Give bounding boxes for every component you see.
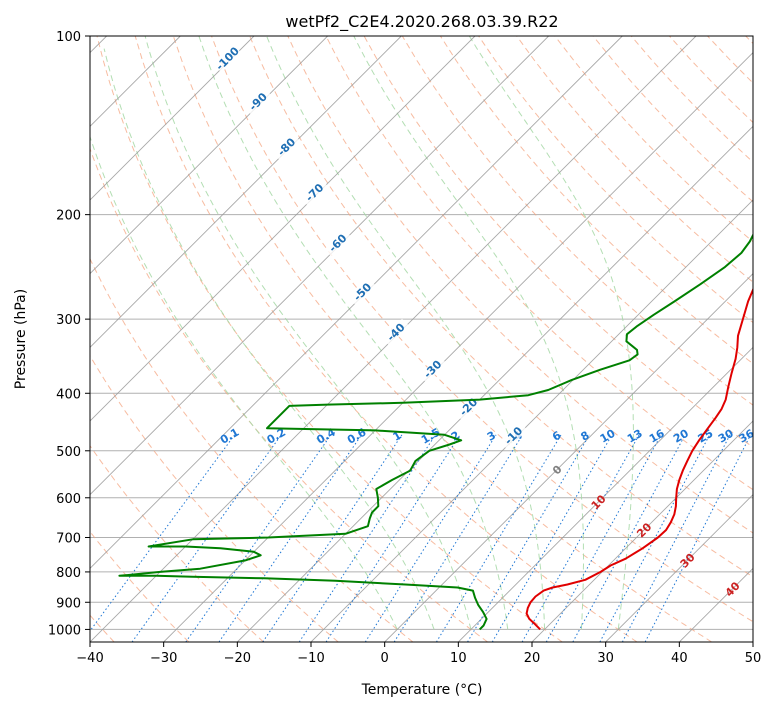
dry-adiabat-label-background [419, 355, 447, 384]
x-tick-label: 30 [597, 651, 614, 666]
dry-adiabat-label-background [300, 178, 329, 207]
isotherm-line [90, 36, 255, 201]
mixing-ratio-line [90, 434, 236, 632]
y-tick-label: 500 [56, 445, 81, 460]
x-tick-label: 40 [671, 651, 688, 666]
dry-adiabat-line [516, 36, 753, 283]
isotherm-line [384, 273, 753, 642]
dry-adiabat-label-background [244, 88, 273, 116]
mixing-ratio-line [545, 434, 662, 642]
mixing-ratio-line [467, 434, 590, 642]
x-tick-label: −10 [297, 651, 324, 666]
isotherm-line [310, 199, 753, 642]
isotherm-line [90, 36, 476, 422]
mixing-ratio-line [262, 434, 403, 642]
y-tick-label: 900 [56, 596, 81, 611]
dry-adiabat-label-background [324, 229, 352, 258]
dry-adiabat-line [287, 36, 753, 534]
dry-adiabat-label-background [499, 422, 528, 450]
mixing-ratio-line [393, 434, 523, 642]
x-tick-label: 10 [450, 651, 467, 666]
dry-adiabat-line [96, 36, 563, 642]
mixing-ratio-line [621, 434, 731, 642]
mixing-ratio-label-group: 36 [737, 427, 757, 446]
mixing-ratio-line [435, 434, 562, 642]
y-tick-label: 700 [56, 532, 81, 547]
x-tick-label: −30 [150, 651, 177, 666]
temperature-profile-line [525, 287, 753, 631]
mixing-ratio-line [644, 434, 752, 642]
dry-adiabat-label-background [382, 318, 410, 347]
y-tick-label: 400 [56, 387, 81, 402]
x-tick-label: 50 [745, 651, 762, 666]
dry-adiabat-line [90, 354, 339, 642]
dry-adiabat-line [325, 36, 753, 491]
moist-adiabat-line [90, 135, 398, 630]
dry-adiabat-line [90, 444, 264, 642]
isotherm-line [531, 420, 753, 642]
x-tick-label: −40 [76, 651, 103, 666]
y-tick-label: 200 [56, 209, 81, 224]
y-tick-label: 100 [56, 30, 81, 45]
isotherm-line [605, 494, 753, 642]
moist-adiabat-line [266, 36, 546, 630]
x-tick-label: 0 [381, 651, 389, 666]
dry-adiabat-line [90, 257, 414, 642]
mixing-ratio-label: 36 [737, 427, 757, 446]
mixing-ratio-line [364, 434, 497, 642]
isotherm-line [237, 125, 753, 642]
isotherm-line [90, 36, 328, 275]
chart-title: wetPf2_C2E4.2020.268.03.39.R22 [285, 12, 558, 32]
moist-adiabat-line [103, 48, 435, 630]
y-tick-label: 600 [56, 492, 81, 507]
y-tick-label: 800 [56, 566, 81, 581]
moist-adiabat-line [198, 36, 509, 630]
mixing-ratio-line [572, 434, 686, 642]
moist-adiabat-line [353, 36, 584, 630]
isotherm-line [90, 36, 549, 496]
isotherm-line [458, 346, 753, 642]
x-axis-label: Temperature (°C) [361, 682, 483, 698]
dry-adiabat-line [249, 36, 753, 578]
dry-adiabat-line [172, 36, 712, 642]
mixing-ratio-line [131, 434, 282, 642]
dry-adiabat-label-background [272, 133, 301, 161]
mixing-ratio-line [298, 434, 436, 642]
y-tick-label: 1000 [48, 623, 81, 638]
dry-adiabat-label-background [348, 278, 377, 306]
dry-adiabat-line [134, 36, 638, 642]
dewpoint-profile-line [118, 233, 753, 631]
isotherm-line [90, 36, 402, 348]
x-tick-label: 20 [524, 651, 541, 666]
y-axis-label: Pressure (hPa) [13, 289, 29, 389]
isotherm-line [163, 52, 753, 642]
axes: −40 −30 −20 −10 0 10 20 30 40 50 100 200 300 400 500 60… [48, 30, 761, 666]
dry-adiabat-label-background [213, 45, 242, 73]
x-tick-label: −20 [224, 651, 251, 666]
dry-adiabat-line [211, 36, 753, 623]
isotherm-line [90, 36, 623, 569]
mixing-ratio-line [325, 434, 461, 642]
plot-frame [89, 35, 754, 643]
y-tick-label: 300 [56, 313, 81, 328]
moist-adiabat-line [468, 36, 634, 630]
mixing-ratio-line [599, 434, 711, 642]
